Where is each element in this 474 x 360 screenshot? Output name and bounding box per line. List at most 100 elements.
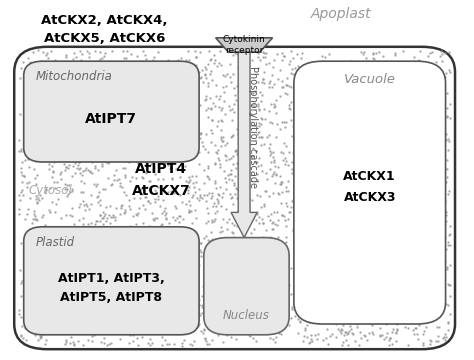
Point <box>19 59 27 65</box>
Point <box>99 210 107 215</box>
Point <box>185 129 193 135</box>
Point <box>162 337 169 342</box>
Point <box>119 80 127 86</box>
Point <box>129 332 137 338</box>
Point <box>45 244 53 250</box>
Point <box>185 210 193 215</box>
Point <box>103 297 111 302</box>
Point <box>73 279 81 284</box>
Point <box>392 329 400 334</box>
Point <box>153 147 160 153</box>
Point <box>132 111 139 116</box>
Point <box>22 107 30 113</box>
Point <box>70 339 77 345</box>
Point <box>151 296 158 302</box>
Point <box>92 184 100 189</box>
Point <box>262 227 270 233</box>
Point <box>114 80 122 86</box>
Point <box>176 305 184 311</box>
Point <box>278 78 285 84</box>
Point <box>44 306 52 312</box>
Point <box>85 90 93 95</box>
Point <box>64 99 72 104</box>
Point <box>117 67 125 73</box>
Point <box>191 189 199 194</box>
Point <box>66 329 74 335</box>
Point <box>196 103 204 108</box>
Point <box>36 60 44 66</box>
Point <box>122 192 130 198</box>
Point <box>270 64 277 70</box>
Point <box>285 216 292 221</box>
Point <box>79 145 86 150</box>
Point <box>128 51 135 57</box>
Point <box>232 336 240 342</box>
Point <box>270 104 277 110</box>
Point <box>52 306 60 312</box>
Point <box>282 155 289 161</box>
Point <box>196 192 204 198</box>
Point <box>189 130 197 136</box>
Point <box>148 159 156 165</box>
Point <box>110 172 118 177</box>
Point <box>37 244 45 250</box>
Point <box>53 266 60 271</box>
Point <box>128 242 135 248</box>
Point <box>291 313 299 319</box>
Point <box>247 112 255 117</box>
Point <box>102 66 110 72</box>
Point <box>86 314 93 319</box>
Point <box>111 100 118 106</box>
Point <box>221 152 229 158</box>
Point <box>69 205 76 211</box>
Point <box>257 162 265 168</box>
Point <box>240 78 247 84</box>
Point <box>174 307 182 313</box>
Point <box>21 216 29 222</box>
Point <box>213 63 220 69</box>
Point <box>288 304 295 310</box>
Point <box>73 282 81 288</box>
Point <box>82 231 89 237</box>
Point <box>283 203 291 208</box>
Point <box>154 215 161 221</box>
Point <box>300 333 308 339</box>
Point <box>204 174 212 180</box>
Point <box>196 321 203 327</box>
Point <box>189 220 196 225</box>
Point <box>91 77 99 83</box>
Point <box>17 165 25 171</box>
Point <box>26 111 33 117</box>
Point <box>223 71 230 77</box>
Point <box>158 262 166 268</box>
Point <box>250 145 257 151</box>
Point <box>444 281 452 287</box>
Point <box>63 186 71 192</box>
Point <box>100 242 107 247</box>
Point <box>361 333 368 339</box>
Point <box>289 197 297 203</box>
Point <box>369 51 376 57</box>
Point <box>119 323 127 328</box>
Point <box>16 112 24 117</box>
Point <box>55 327 63 333</box>
Point <box>244 145 251 151</box>
Point <box>255 163 262 168</box>
Point <box>215 192 222 198</box>
Point <box>105 85 113 90</box>
Point <box>364 337 371 343</box>
Point <box>75 107 83 113</box>
Point <box>64 126 71 132</box>
Point <box>413 331 421 337</box>
Point <box>274 234 282 239</box>
Point <box>314 62 322 67</box>
Point <box>255 50 262 56</box>
Point <box>89 333 96 339</box>
Point <box>127 122 135 128</box>
Point <box>201 72 209 78</box>
Point <box>332 321 340 327</box>
Point <box>125 267 133 273</box>
Point <box>128 293 135 299</box>
Point <box>191 317 199 323</box>
Point <box>156 228 164 233</box>
